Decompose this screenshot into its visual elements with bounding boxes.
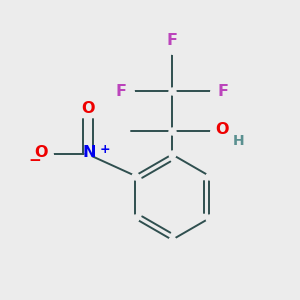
Text: −: − <box>29 153 41 168</box>
Text: H: H <box>232 134 244 148</box>
Text: O: O <box>81 100 95 116</box>
Text: F: F <box>218 84 229 99</box>
Text: N: N <box>83 146 96 160</box>
Text: O: O <box>34 146 47 160</box>
Text: F: F <box>116 84 126 99</box>
Text: F: F <box>167 33 178 48</box>
Text: +: + <box>99 143 110 157</box>
Text: O: O <box>216 122 229 137</box>
